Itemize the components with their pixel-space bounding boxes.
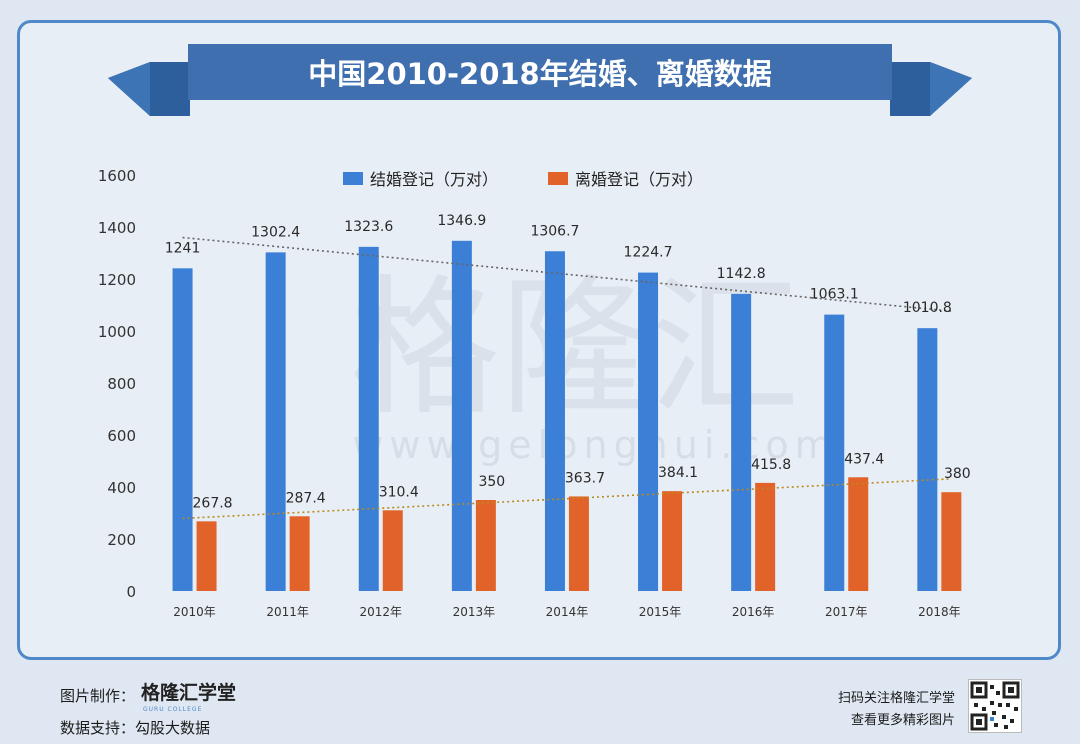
watermark-url: www.gelonghui.com [352, 423, 837, 467]
divorce-bar [941, 492, 962, 591]
data-support-label: 数据支持： [60, 719, 136, 737]
divorce-bar [755, 482, 776, 591]
marriage-bar [358, 246, 379, 591]
divorce-data-label: 287.4 [286, 490, 326, 506]
divorce-data-label: 267.8 [193, 495, 233, 511]
legend-label: 结婚登记（万对） [370, 170, 498, 189]
footer-left: 图片制作： 格隆汇学堂 GURU COLLEGE 数据支持： 勾股大数据 [60, 680, 236, 744]
marriage-data-label: 1323.6 [344, 219, 393, 235]
marriage-data-label: 1142.8 [717, 266, 766, 282]
marriage-bar [172, 268, 193, 591]
scan-text-line1: 扫码关注格隆汇学堂 [837, 691, 955, 706]
x-tick-label: 2018年 [918, 605, 961, 619]
divorce-bar [568, 496, 589, 591]
x-tick-label: 2017年 [825, 605, 868, 619]
y-tick-label: 1600 [98, 167, 136, 185]
scan-text-line2: 查看更多精彩图片 [850, 713, 955, 728]
watermark-logo: 格隆汇 [350, 262, 800, 436]
divorce-bar [475, 500, 496, 591]
divorce-bar [196, 521, 217, 591]
x-tick-label: 2013年 [453, 605, 496, 619]
x-tick-label: 2011年 [266, 605, 309, 619]
made-by-label: 图片制作： [60, 687, 136, 705]
chart-title: 中国2010-2018年结婚、离婚数据 [308, 57, 771, 91]
y-tick-label: 200 [107, 531, 136, 549]
data-support-row: 数据支持： 勾股大数据 [60, 712, 236, 744]
marriage-bar [451, 240, 472, 591]
divorce-data-label: 363.7 [565, 470, 605, 486]
marriage-data-label: 1306.7 [530, 223, 579, 239]
divorce-bar [382, 510, 403, 591]
marriage-data-label: 1346.9 [437, 213, 486, 229]
marriage-data-label: 1063.1 [810, 287, 859, 303]
legend-swatch [343, 172, 363, 185]
marriage-data-label: 1302.4 [251, 224, 300, 240]
legend-swatch [548, 172, 568, 185]
y-tick-label: 1200 [98, 271, 136, 289]
y-tick-label: 400 [107, 479, 136, 497]
brand-logo: 格隆汇学堂 GURU COLLEGE [135, 680, 236, 713]
footer-right: 扫码关注格隆汇学堂 查看更多精彩图片 [838, 688, 955, 732]
y-tick-label: 1400 [98, 219, 136, 237]
divorce-data-label: 380 [944, 466, 971, 482]
banner-left-tail [108, 62, 150, 116]
y-tick-label: 800 [107, 375, 136, 393]
brand-name: 格隆汇学堂 [141, 681, 237, 704]
x-tick-label: 2014年 [546, 605, 589, 619]
qr-code-icon[interactable] [968, 679, 1022, 733]
divorce-bar [289, 516, 310, 591]
marriage-data-label: 1010.8 [903, 300, 952, 316]
divorce-trendline [182, 478, 952, 520]
y-tick-label: 0 [126, 583, 136, 601]
banner-right-tail [930, 62, 972, 116]
marriage-data-label: 1241 [165, 240, 201, 256]
marriage-data-label: 1224.7 [624, 245, 673, 261]
data-support-value: 勾股大数据 [135, 719, 211, 737]
x-tick-label: 2010年 [173, 605, 216, 619]
legend-label: 离婚登记（万对） [575, 170, 703, 189]
x-tick-label: 2016年 [732, 605, 775, 619]
title-banner [188, 44, 892, 100]
divorce-bar [662, 491, 683, 591]
divorce-data-label: 350 [478, 474, 505, 490]
marriage-bar [638, 272, 659, 591]
divorce-data-label: 384.1 [658, 465, 698, 481]
marriage-bar [544, 251, 565, 591]
made-by-row: 图片制作： 格隆汇学堂 GURU COLLEGE [60, 680, 236, 713]
x-tick-label: 2015年 [639, 605, 682, 619]
divorce-data-label: 437.4 [844, 451, 884, 467]
brand-subtitle: GURU COLLEGE [143, 705, 203, 713]
divorce-bar [848, 477, 869, 591]
y-tick-label: 1000 [98, 323, 136, 341]
y-tick-label: 600 [107, 427, 136, 445]
divorce-data-label: 310.4 [379, 484, 419, 500]
marriage-bar [824, 314, 845, 591]
marriage-bar [917, 328, 938, 591]
marriage-bar [731, 293, 752, 591]
marriage-trendline [182, 236, 952, 312]
marriage-bar [265, 252, 286, 591]
x-tick-label: 2012年 [359, 605, 402, 619]
divorce-data-label: 415.8 [751, 457, 791, 473]
